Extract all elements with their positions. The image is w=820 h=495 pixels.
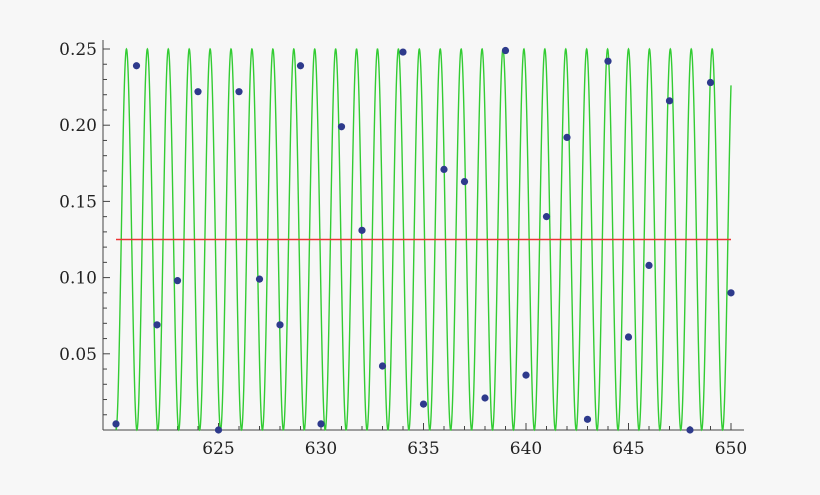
data-point [686,426,694,434]
data-point [563,133,571,141]
x-tick-label: 645 [612,439,644,459]
y-tick-label: 0.05 [59,345,97,365]
data-point [440,165,448,173]
data-point [665,97,674,105]
data-point [214,426,223,434]
data-point [542,213,551,221]
data-point [255,275,264,283]
data-point [583,415,592,423]
points-layer [112,46,735,434]
data-point [358,226,366,234]
data-point [481,394,489,402]
data-point [112,420,120,428]
y-tick-label: 0.25 [59,40,97,60]
data-point [317,420,325,428]
y-tick-label: 0.20 [59,116,97,136]
data-point [194,88,202,96]
data-point [399,48,407,56]
oscillation-curve [115,47,732,432]
data-point [645,261,653,270]
data-point [173,277,182,285]
data-point [378,362,387,370]
data-point [727,289,735,297]
data-point [132,62,141,70]
data-point [522,371,530,379]
data-point [235,88,243,96]
data-point [337,123,346,131]
x-tick-label: 650 [715,439,747,459]
x-tick-label: 640 [510,439,542,459]
data-point [153,321,161,329]
y-tick-label: 0.15 [59,192,97,212]
data-point [604,57,612,65]
data-point [460,177,469,186]
x-tick-label: 630 [305,439,337,459]
data-point [419,400,428,408]
series-layer [115,47,732,432]
x-tick-label: 635 [407,439,439,459]
ticks: 625 630 635 640 645 650 0.05 0.10 0.15 0.20 0.25 [59,40,747,459]
data-point [276,321,284,329]
data-point [624,333,633,341]
x-tick-label: 625 [202,439,234,459]
data-point [706,78,715,87]
data-point [501,46,510,55]
y-tick-label: 0.10 [59,269,97,289]
data-point [296,62,305,70]
axes [102,40,744,431]
